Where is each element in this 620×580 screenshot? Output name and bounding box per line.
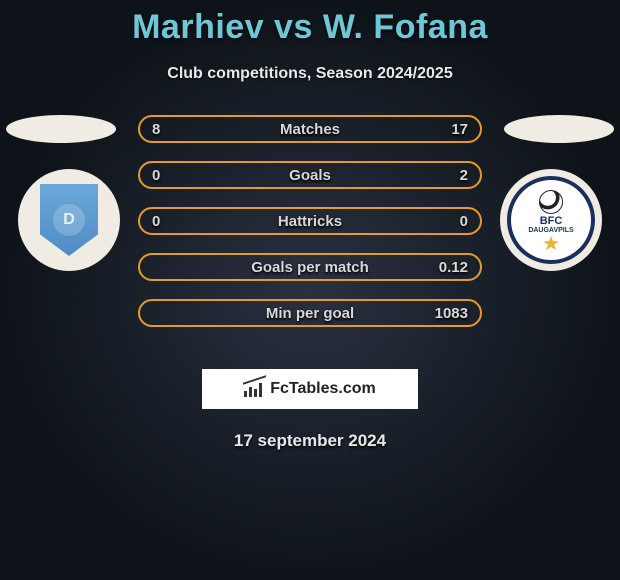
brand-link[interactable]: FcTables.com	[202, 369, 418, 409]
shield-letter: D	[53, 204, 85, 236]
bar-chart-icon	[244, 381, 264, 397]
stat-value-right: 0.12	[439, 259, 468, 276]
player-head-right	[504, 115, 614, 143]
stat-label: Min per goal	[266, 305, 354, 322]
stats-area: D BFC DAUGAVPILS 8 Matches 17 0 Goals 2	[0, 121, 620, 351]
stat-row-matches: 8 Matches 17	[138, 115, 482, 143]
date-text: 17 september 2024	[0, 431, 620, 451]
comparison-card: Marhiev vs W. Fofana Club competitions, …	[0, 0, 620, 451]
stat-label: Matches	[280, 121, 340, 138]
subtitle: Club competitions, Season 2024/2025	[0, 65, 620, 83]
stat-value-left: 8	[152, 121, 160, 138]
stat-label: Goals	[289, 167, 331, 184]
stat-value-right: 17	[451, 121, 468, 138]
bfc-badge-icon: BFC DAUGAVPILS	[507, 176, 595, 264]
brand-text: FcTables.com	[270, 380, 376, 398]
stat-label: Hattricks	[278, 213, 342, 230]
stat-value-left: 0	[152, 167, 160, 184]
player-head-left	[6, 115, 116, 143]
stat-row-mpg: Min per goal 1083	[138, 299, 482, 327]
page-title: Marhiev vs W. Fofana	[0, 8, 620, 47]
stat-row-goals: 0 Goals 2	[138, 161, 482, 189]
team-crest-left: D	[18, 169, 120, 271]
stat-label: Goals per match	[251, 259, 369, 276]
fleur-icon	[543, 236, 559, 250]
soccer-ball-icon	[539, 190, 563, 214]
stat-row-gpm: Goals per match 0.12	[138, 253, 482, 281]
stat-value-left: 0	[152, 213, 160, 230]
stat-row-hattricks: 0 Hattricks 0	[138, 207, 482, 235]
bfc-text-bottom: DAUGAVPILS	[528, 227, 573, 234]
bfc-text-top: BFC	[540, 216, 563, 227]
stat-rows: 8 Matches 17 0 Goals 2 0 Hattricks 0 Goa…	[138, 115, 482, 345]
stat-value-right: 1083	[435, 305, 468, 322]
stat-value-right: 2	[460, 167, 468, 184]
shield-icon: D	[40, 184, 98, 256]
stat-value-right: 0	[460, 213, 468, 230]
team-crest-right: BFC DAUGAVPILS	[500, 169, 602, 271]
